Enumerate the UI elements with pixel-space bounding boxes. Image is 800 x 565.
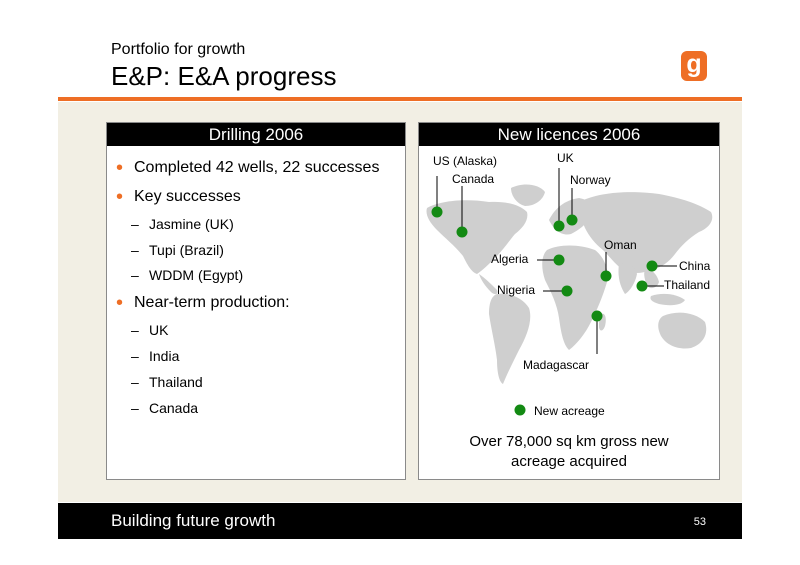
sub-item-canada: Canada [131,400,198,416]
marker-norway [566,214,578,226]
map-labels: US (Alaska) Canada UK Norway Oman Algeri… [433,151,711,418]
acreage-caption-line-1: Over 78,000 sq km gross new [469,433,669,450]
drilling-panel: Drilling 2006 Completed 42 wells, 22 suc… [106,122,406,480]
new-acreage-markers [431,206,658,416]
label-oman: Oman [604,238,637,252]
marker-canada [456,226,468,238]
label-canada: Canada [452,172,494,186]
label-china: China [679,259,711,273]
licences-panel: New licences 2006 [418,122,720,480]
marker-algeria [553,254,565,266]
label-nigeria: Nigeria [497,283,535,297]
drilling-panel-heading: Drilling 2006 [107,123,405,146]
slide-subtitle: Portfolio for growth [111,41,246,58]
marker-oman [600,270,612,282]
sub-item-jasmine: Jasmine (UK) [131,216,234,232]
sub-item-uk: UK [131,322,169,338]
marker-china [646,260,658,272]
label-algeria: Algeria [491,252,529,266]
legend-marker [514,404,526,416]
label-norway: Norway [570,173,611,187]
label-uk: UK [557,151,574,165]
acreage-caption: Over 78,000 sq km gross new acreage acqu… [419,432,719,472]
sub-item-wddm: WDDM (Egypt) [131,267,243,283]
legend-label: New acreage [534,404,605,418]
company-logo: g [681,51,707,81]
slide-title: E&P: E&A progress [111,61,337,91]
continents [426,184,713,384]
marker-uk [553,220,565,232]
licences-panel-heading: New licences 2006 [419,123,719,146]
title-rule [58,97,742,101]
page-number: 53 [693,516,706,528]
sub-item-thailand: Thailand [131,374,203,390]
marker-nigeria [561,285,573,297]
label-madagascar: Madagascar [523,358,589,372]
bullet-near-term-production: Near-term production: [116,292,290,315]
marker-us-alaska [431,206,443,218]
bullet-key-successes: Key successes [116,186,241,209]
footer-bar: Building future growth 53 [58,503,742,539]
world-map: US (Alaska) Canada UK Norway Oman Algeri… [426,151,713,418]
label-us-alaska: US (Alaska) [433,154,497,168]
acreage-caption-line-2: acreage acquired [511,453,627,470]
label-thailand: Thailand [664,278,710,292]
bullet-wells: Completed 42 wells, 22 successes [116,157,379,180]
marker-thailand [636,280,648,292]
footer-text: Building future growth [111,511,276,530]
sub-item-india: India [131,348,180,364]
marker-madagascar [591,310,603,322]
sub-item-tupi: Tupi (Brazil) [131,242,224,258]
